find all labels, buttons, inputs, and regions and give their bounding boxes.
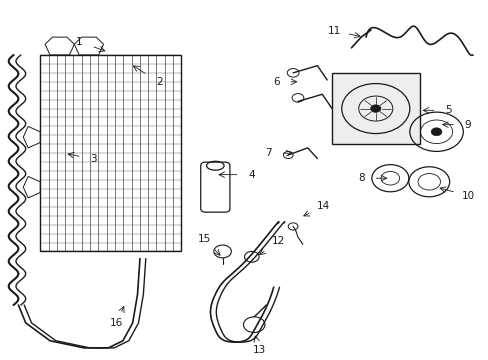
Text: 6: 6	[272, 77, 279, 87]
Text: 10: 10	[461, 191, 474, 201]
Text: 8: 8	[357, 173, 364, 183]
Text: 15: 15	[197, 234, 210, 244]
Text: 5: 5	[445, 105, 451, 115]
Text: 4: 4	[248, 170, 255, 180]
Bar	[331, 73, 419, 144]
Text: 3: 3	[90, 154, 97, 164]
Text: 9: 9	[464, 120, 470, 130]
Text: 14: 14	[317, 201, 330, 211]
Text: 16: 16	[110, 318, 123, 328]
Text: 2: 2	[156, 77, 163, 87]
Text: 7: 7	[265, 148, 271, 158]
Circle shape	[370, 105, 380, 112]
Text: 13: 13	[252, 345, 265, 355]
Text: 11: 11	[327, 26, 340, 36]
Text: 1: 1	[76, 37, 82, 47]
Text: 12: 12	[271, 236, 285, 246]
Circle shape	[430, 128, 441, 136]
